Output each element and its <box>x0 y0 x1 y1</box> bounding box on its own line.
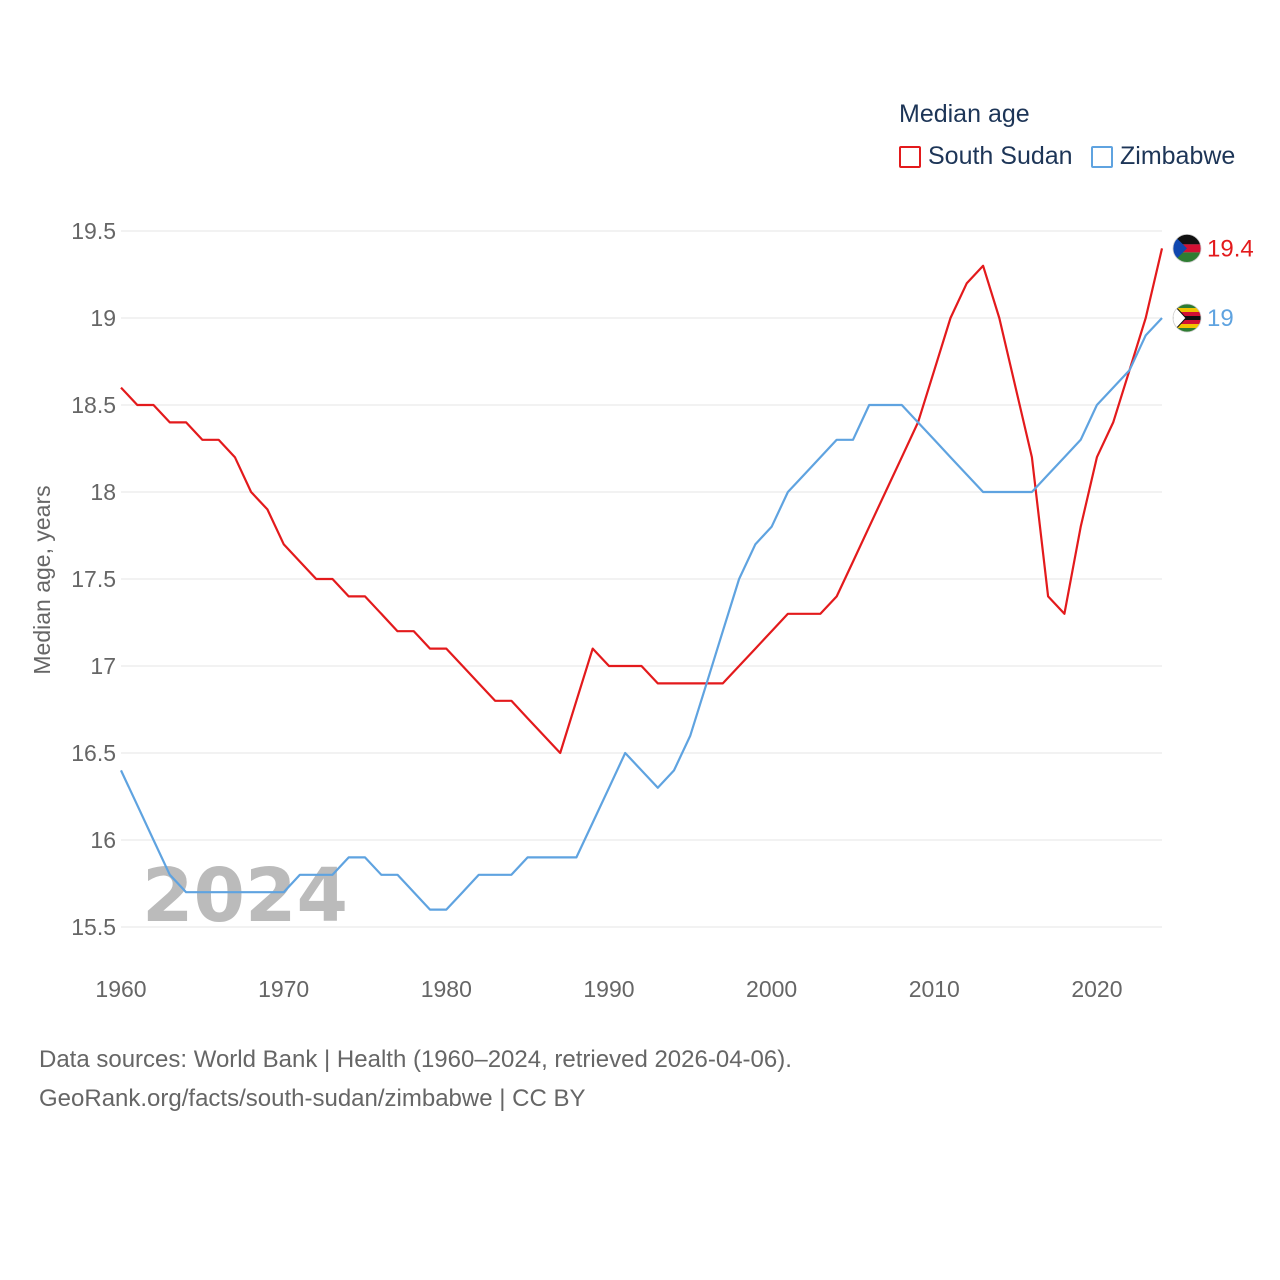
y-tick-label: 15.5 <box>71 914 116 940</box>
y-axis-label: Median age, years <box>29 485 55 674</box>
gridlines <box>121 230 1162 928</box>
legend-item-south-sudan[interactable]: South Sudan <box>899 142 1073 171</box>
legend-swatch-south-sudan <box>899 145 921 168</box>
series-lines <box>120 248 1164 911</box>
y-tick-label: 17.5 <box>71 566 116 592</box>
y-tick-label: 19 <box>90 305 116 331</box>
y-tick-label: 18 <box>90 479 116 505</box>
flag-zimbabwe-icon <box>1172 303 1202 333</box>
source-line: Data sources: World Bank | Health (1960–… <box>39 1046 792 1073</box>
x-tick-label: 1960 <box>95 976 146 1002</box>
end-label-zimbabwe: 19 <box>1207 305 1234 332</box>
y-axis-ticks: 15.5 16 16.5 17 17.5 18 18.5 19 19.5 <box>71 218 116 940</box>
x-axis-ticks: 1960 1970 1980 1990 2000 2010 2020 <box>95 976 1122 1002</box>
series-line-zimbabwe[interactable] <box>120 317 1163 911</box>
x-tick-label: 2010 <box>909 976 960 1002</box>
x-tick-label: 2000 <box>746 976 797 1002</box>
legend-item-zimbabwe[interactable]: Zimbabwe <box>1091 142 1235 171</box>
y-tick-label: 19.5 <box>71 218 116 244</box>
y-tick-label: 16.5 <box>71 740 116 766</box>
y-tick-label: 17 <box>90 653 116 679</box>
series-end-markers: 19.4 19 <box>1172 233 1254 333</box>
year-watermark: 2024 <box>142 853 348 939</box>
x-tick-label: 1980 <box>421 976 472 1002</box>
x-tick-label: 2020 <box>1071 976 1122 1002</box>
end-label-south-sudan: 19.4 <box>1207 235 1254 262</box>
x-tick-label: 1970 <box>258 976 309 1002</box>
flag-south-sudan-icon <box>1172 233 1202 263</box>
series-line-south-sudan[interactable] <box>120 248 1164 755</box>
x-tick-label: 1990 <box>583 976 634 1002</box>
y-tick-label: 18.5 <box>71 392 116 418</box>
legend-swatch-zimbabwe <box>1091 145 1113 168</box>
y-tick-label: 16 <box>90 827 116 853</box>
legend-label-zimbabwe: Zimbabwe <box>1120 142 1236 170</box>
legend-label-south-sudan: South Sudan <box>928 142 1073 170</box>
legend-title: Median age <box>899 100 1030 128</box>
source-link[interactable]: GeoRank.org/facts/south-sudan/zimbabwe |… <box>39 1085 586 1112</box>
